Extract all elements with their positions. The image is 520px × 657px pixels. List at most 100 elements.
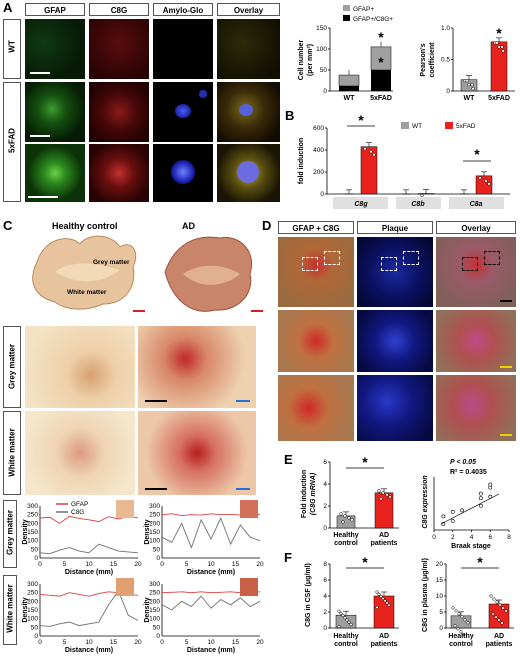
data-point [484, 179, 488, 183]
micrograph-d-plaque-zoom1 [357, 310, 433, 372]
x-axis-label: Distance (mm) [187, 647, 235, 654]
data-point [372, 153, 376, 157]
y-tick-label: 4 [323, 593, 327, 600]
panel-label-e: E [284, 452, 293, 467]
y-tick-label: 150 [149, 529, 160, 536]
y-tick-label: 100 [316, 46, 327, 53]
y-tick-label: 0 [323, 525, 327, 532]
y-tick-label: 150 [27, 529, 38, 536]
bar-gfap-c8g [371, 70, 391, 91]
gfap-profile-line [39, 515, 139, 524]
y-tick-label: 150 [27, 607, 38, 614]
x-tick-label: 15 [110, 639, 118, 646]
data-point [381, 597, 385, 601]
data-point [492, 597, 496, 601]
data-point [385, 493, 389, 497]
micrograph-fad-overlay-zoom [217, 144, 280, 202]
micrograph-fad-gfap-zoom [25, 144, 85, 202]
data-point [345, 618, 349, 622]
x-axis-label: Braak stage [451, 543, 491, 550]
data-point [478, 176, 482, 180]
panel-a-charts: GFAP+ GFAP+/C8G+ 0 50 100 150 Cell number (… [298, 5, 515, 102]
data-point [349, 622, 353, 626]
x-tick-label-line2: patients [486, 641, 513, 648]
data-point [462, 633, 466, 637]
inset-thumbnail [240, 578, 258, 596]
x-category-box [333, 197, 388, 209]
bar [336, 515, 356, 529]
micrograph-ad-white [138, 411, 256, 495]
data-point [369, 150, 373, 154]
data-point [363, 147, 367, 151]
panel-b-chart: WT 5xFAD 0 200 400 600 fold induction C8g C… [298, 112, 510, 209]
x-tick-label: 10 [207, 639, 215, 646]
data-point [489, 594, 493, 598]
data-point [339, 512, 343, 516]
x-tick-label: 0 [38, 561, 42, 568]
data-point [341, 614, 345, 618]
data-point [385, 601, 389, 605]
inset-thumbnail [116, 578, 134, 596]
significance-star: * [378, 54, 384, 70]
y-tick-label: 200 [27, 598, 38, 605]
scale-bar [30, 135, 50, 137]
data-point [460, 508, 465, 513]
y-tick-label: 0 [439, 625, 443, 632]
c8g-profile-line [161, 516, 261, 549]
y-tick-label: 15 [436, 577, 444, 584]
x-axis-label: Distance (mm) [65, 647, 113, 654]
y-tick-label: 50 [153, 546, 161, 553]
row-label-box-density-grey [3, 500, 17, 568]
data-point [453, 624, 457, 628]
y-tick-label: 200 [27, 520, 38, 527]
data-point [337, 609, 341, 613]
brain-sections: Grey matter White matter [32, 235, 263, 312]
col-header-amylo-glo: Amylo-Glo [153, 3, 213, 16]
panel-label-b: B [285, 108, 295, 123]
x-category-box [449, 197, 504, 209]
c8g-profile-line [161, 595, 261, 611]
y-tick-label: 200 [149, 598, 160, 605]
inset-thumbnail [240, 500, 258, 518]
x-axis-label: Distance (mm) [65, 569, 113, 576]
data-point [495, 600, 499, 604]
row-label-fad: 5xFAD [7, 128, 17, 153]
y-tick-label: 100 [149, 538, 160, 545]
x-tick-label: 0 [160, 639, 164, 646]
legend-swatch-gfap [343, 5, 350, 11]
scale-bar [28, 196, 58, 198]
y-tick-label: 50 [31, 546, 39, 553]
row-label-box-grey [3, 326, 21, 408]
data-point [337, 625, 341, 629]
y-tick-label: 0 [320, 191, 324, 198]
row-label-box-density-white [3, 575, 17, 645]
significance-star: * [362, 454, 368, 470]
annotation-p-value: P < 0.05 [450, 459, 476, 466]
micrograph-fad-gfap [25, 82, 85, 142]
data-point [497, 618, 501, 622]
data-point [339, 611, 343, 615]
x-tick-label: 20 [256, 639, 264, 646]
data-point [451, 606, 455, 610]
data-point [343, 514, 347, 518]
data-point [457, 612, 461, 616]
scale-bar [251, 310, 263, 312]
panel-f-charts: C8G in CSF (μg/ml) 0 2 4 6 8 * Healthy contr… [305, 554, 514, 648]
y-axis-label: fold induction [298, 138, 305, 184]
column-title-healthy: Healthy control [52, 221, 118, 231]
y-tick-label: 1.0 [441, 25, 450, 32]
x-tick-label-line2: control [334, 641, 358, 648]
data-point [467, 83, 471, 87]
x-tick-label: 20 [134, 561, 142, 568]
x-tick-label: C8g [354, 201, 368, 208]
y-tick-label: 300 [149, 503, 160, 510]
grey-matter-label: Grey matter [93, 259, 130, 266]
y-tick-label: 0 [156, 555, 160, 562]
x-tick-label-line2: patients [371, 540, 398, 547]
data-point [488, 485, 493, 490]
data-point [460, 615, 464, 619]
y-tick-label: 2 [323, 609, 327, 616]
micrograph-d-gfap-c8g-zoom1 [278, 310, 354, 372]
y-tick-label: 600 [313, 125, 324, 132]
x-tick-label: 6 [488, 534, 492, 541]
